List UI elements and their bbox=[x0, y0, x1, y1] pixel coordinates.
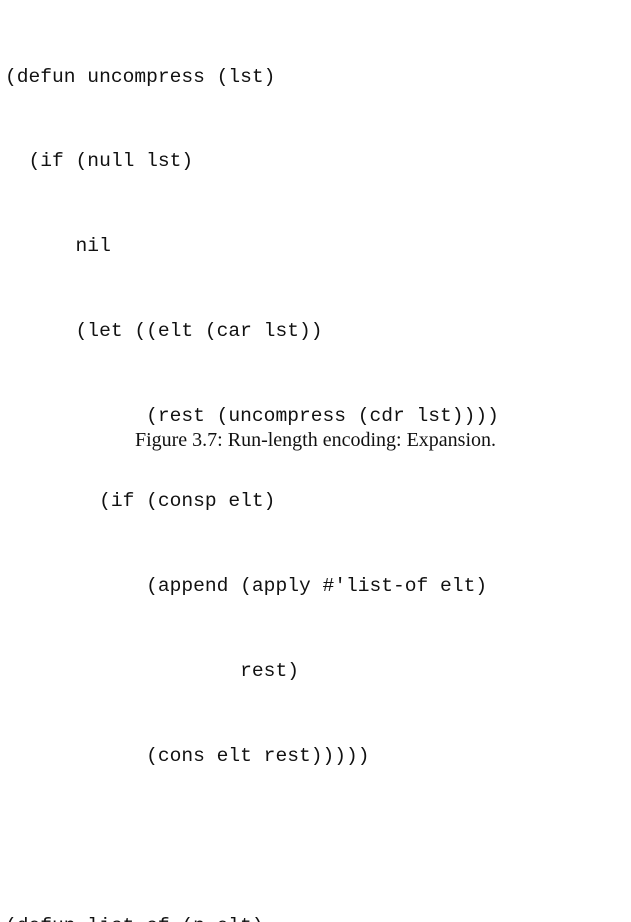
code-line: (cons elt rest))))) bbox=[5, 742, 499, 770]
code-line: nil bbox=[5, 232, 499, 260]
code-line: (defun list-of (n elt) bbox=[5, 912, 499, 922]
figure-caption: Figure 3.7: Run-length encoding: Expansi… bbox=[0, 428, 631, 452]
code-listing: (defun uncompress (lst) (if (null lst) n… bbox=[5, 6, 499, 922]
code-line: (let ((elt (car lst)) bbox=[5, 317, 499, 345]
code-line: (append (apply #'list-of elt) bbox=[5, 572, 499, 600]
code-line: rest) bbox=[5, 657, 499, 685]
code-line: (rest (uncompress (cdr lst)))) bbox=[5, 402, 499, 430]
code-line: (if (null lst) bbox=[5, 147, 499, 175]
code-line: (if (consp elt) bbox=[5, 487, 499, 515]
code-line: (defun uncompress (lst) bbox=[5, 63, 499, 91]
blank-line bbox=[5, 827, 499, 855]
